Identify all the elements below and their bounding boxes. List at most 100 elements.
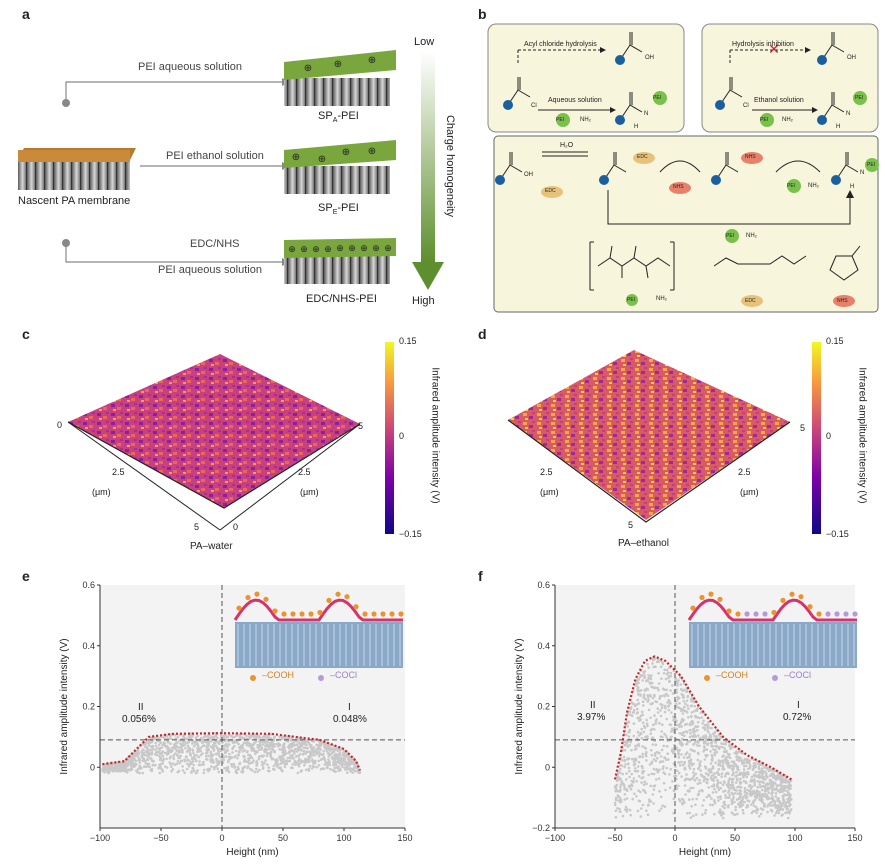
scatter-point <box>255 763 259 767</box>
box3-edc-1: EDC <box>637 154 648 160</box>
scatter-point <box>685 710 689 714</box>
scatter-point <box>280 754 284 758</box>
scatter-point <box>675 705 678 709</box>
scatter-point <box>660 748 664 752</box>
c-axis-right-mid: 2.5 <box>298 467 311 477</box>
scatter-point <box>748 783 752 787</box>
scatter-point <box>614 798 618 802</box>
scatter-point <box>719 759 723 763</box>
scatter-point <box>278 756 281 760</box>
scatter-point <box>291 766 294 770</box>
scatter-point <box>707 721 710 724</box>
scatter-point <box>293 759 297 763</box>
scatter-point <box>654 700 657 703</box>
scatter-point <box>192 769 196 773</box>
scatter-point <box>675 784 678 787</box>
scatter-point <box>269 750 273 754</box>
scatter-point <box>686 694 690 698</box>
scatter-point <box>678 701 681 705</box>
scatter-point <box>651 743 655 746</box>
scatter-point <box>671 780 674 783</box>
scatter-point <box>279 762 283 765</box>
scatter-point <box>246 766 249 770</box>
scatter-point <box>273 742 276 746</box>
scatter-point <box>264 759 267 762</box>
scatter-point <box>675 719 678 723</box>
scatter-point <box>647 708 651 712</box>
scatter-point <box>672 715 675 719</box>
scatter-point <box>652 772 656 776</box>
scatter-point <box>621 772 624 776</box>
scatter-point <box>118 764 122 767</box>
scatter-point <box>710 797 713 800</box>
d-axis-left-mid: 2.5 <box>540 467 553 477</box>
scatter-point <box>739 786 743 789</box>
scatter-point <box>323 758 327 761</box>
scatter-point <box>648 763 652 766</box>
scatter-point <box>762 775 765 779</box>
scatter-point <box>696 758 700 762</box>
c-axis-right-5: 5 <box>358 421 364 431</box>
scatter-point <box>687 716 690 719</box>
scatter-point <box>669 767 672 771</box>
scatter-point <box>161 762 164 765</box>
f-legend-cooh: –COOH <box>716 670 749 680</box>
scatter-point <box>272 764 276 768</box>
scatter-point <box>735 753 738 756</box>
scatter-point <box>306 740 310 744</box>
scatter-point <box>633 792 636 795</box>
scatter-point <box>292 757 295 760</box>
box3-n: N <box>860 170 865 176</box>
scatter-point <box>649 682 652 686</box>
scatter-point <box>107 764 110 767</box>
scatter-point <box>333 766 336 770</box>
scatter-point <box>626 789 629 792</box>
scatter-point <box>724 743 727 746</box>
svg-text:⊕: ⊕ <box>304 63 312 74</box>
scatter-point <box>631 797 634 801</box>
scatter-point <box>659 760 663 763</box>
scatter-point <box>623 785 626 789</box>
scatter-point <box>217 752 221 756</box>
scatter-point <box>312 740 316 743</box>
svg-text:⊕: ⊕ <box>324 244 332 254</box>
scatter-point <box>641 755 644 759</box>
scatter-point <box>781 788 785 791</box>
scatter-point <box>159 756 162 759</box>
scatter-point <box>202 771 206 775</box>
scatter-point <box>758 770 761 774</box>
scatter-point <box>630 772 633 776</box>
scatter-point <box>755 796 758 800</box>
scatter-point <box>685 773 688 776</box>
scatter-point <box>694 803 697 807</box>
scatter-point <box>666 694 670 697</box>
scatter-point <box>749 789 752 792</box>
scatter-point <box>175 762 179 766</box>
box2-title: Hydrolysis inhibition <box>732 41 794 48</box>
scatter-point <box>223 747 226 750</box>
scatter-point <box>688 790 691 793</box>
scatter-point <box>668 674 671 678</box>
scatter-point <box>781 796 785 800</box>
scatter-point <box>130 764 133 767</box>
scatter-point <box>741 800 744 803</box>
scatter-point <box>702 799 706 802</box>
scatter-point <box>714 748 717 752</box>
scatter-point <box>707 793 711 797</box>
scatter-point <box>165 734 169 738</box>
scatter-point <box>657 777 661 780</box>
scatter-point <box>181 750 184 754</box>
scatter-point <box>227 760 230 764</box>
scatter-point <box>628 728 632 732</box>
scatter-point <box>187 735 191 739</box>
scatter-point <box>690 763 694 767</box>
scatter-point <box>657 751 661 755</box>
scatter-point <box>654 743 658 747</box>
scatter-point <box>748 766 752 770</box>
panel-d-afm-map <box>507 342 821 534</box>
scatter-point <box>645 782 648 786</box>
scatter-point <box>742 775 745 779</box>
d-caption: PA–ethanol <box>618 538 669 549</box>
scatter-point <box>647 676 650 680</box>
scatter-point <box>624 763 627 766</box>
